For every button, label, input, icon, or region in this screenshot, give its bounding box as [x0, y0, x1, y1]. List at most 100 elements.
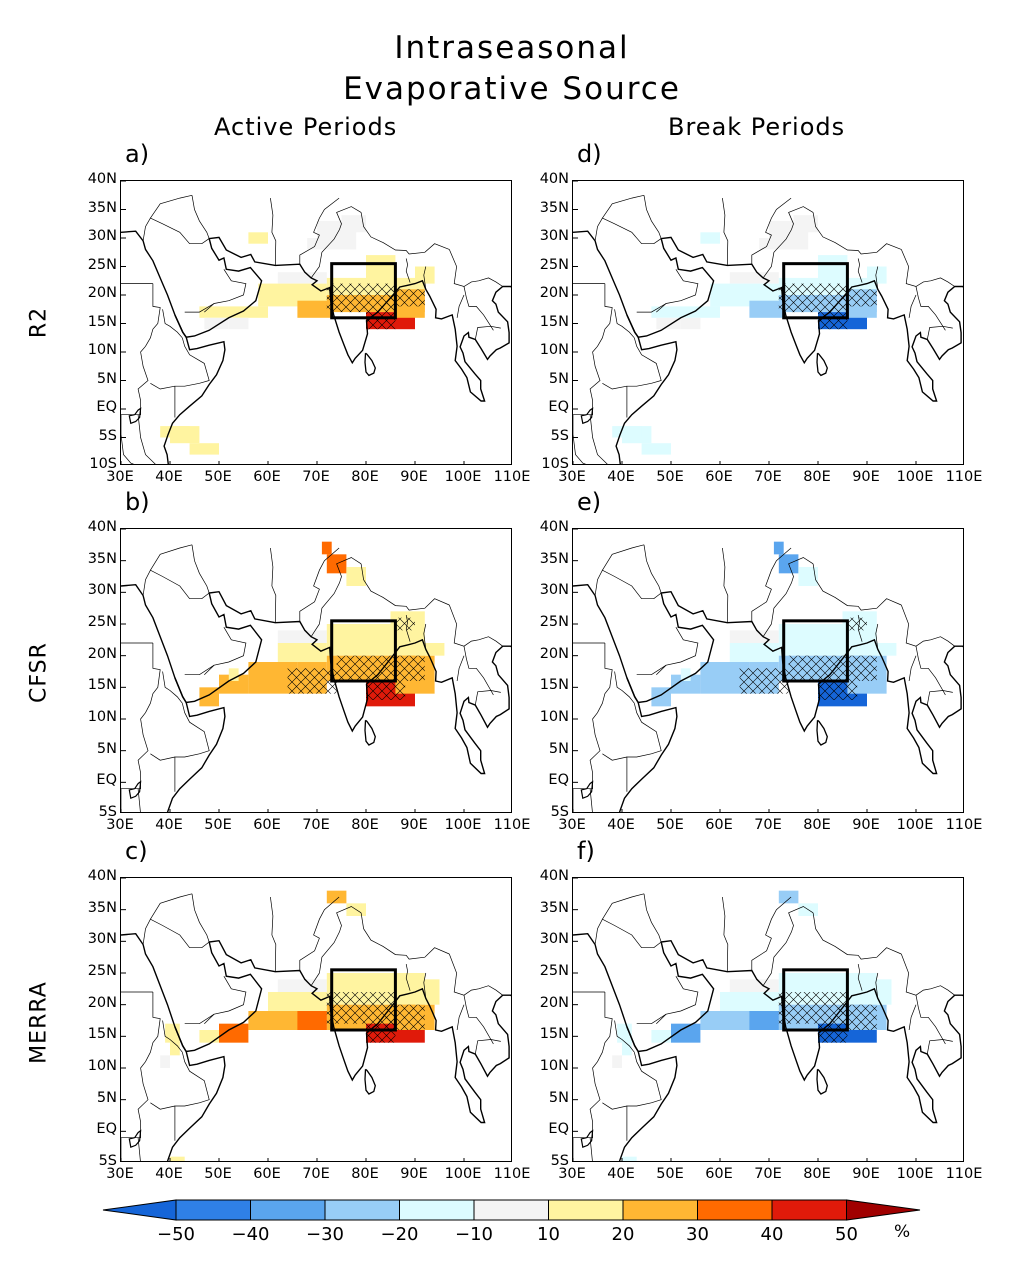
- coastline: [121, 932, 511, 1124]
- anomaly-cell: [867, 266, 887, 284]
- country-border: [310, 557, 362, 637]
- country-border: [150, 1102, 175, 1110]
- country-border: [812, 912, 902, 960]
- x-tick-label: 50E: [656, 817, 684, 833]
- country-border: [142, 918, 210, 949]
- country-border: [908, 655, 917, 682]
- y-tick-label: EQ: [548, 399, 569, 415]
- region-box: [330, 968, 397, 1032]
- country-border: [602, 893, 645, 920]
- country-border: [299, 896, 340, 971]
- country-border: [573, 992, 613, 1139]
- y-tick-label: 35N: [87, 899, 117, 916]
- y-tick-label: 35N: [539, 899, 569, 916]
- country-border: [474, 1039, 501, 1055]
- anomaly-cell: [366, 255, 396, 284]
- x-tick-label: 60E: [705, 817, 733, 833]
- country-border: [751, 197, 792, 265]
- x-tick-label: 70E: [302, 469, 330, 485]
- y-tick-label: 40N: [539, 868, 569, 884]
- colorbar: [102, 1199, 921, 1221]
- coastline-sri-lanka: [816, 719, 828, 746]
- x-tick-label: 40E: [607, 469, 635, 485]
- lake-victoria: [128, 1129, 142, 1149]
- y-tick-label: EQ: [96, 772, 117, 789]
- coastline-africa: [618, 1026, 678, 1161]
- lake-victoria: [128, 407, 142, 425]
- anomaly-cell: [170, 1156, 185, 1161]
- anomaly-cell: [297, 300, 332, 318]
- x-tick-label: 110E: [945, 1166, 983, 1182]
- country-border: [812, 563, 902, 611]
- colorbar-segment: [175, 1199, 251, 1221]
- country-border: [614, 1020, 635, 1053]
- y-tick-label: 30N: [87, 582, 117, 599]
- significance-hatch: [847, 655, 877, 681]
- x-tick-label: 30E: [558, 817, 586, 833]
- map-svg-b: [121, 529, 511, 812]
- country-border: [589, 1137, 593, 1161]
- y-tick-label: 5S: [98, 804, 117, 820]
- country-border: [174, 337, 210, 418]
- country-border: [191, 195, 210, 239]
- x-tick-label: 30E: [106, 1166, 134, 1182]
- country-border: [405, 964, 411, 991]
- significance-hatch: [837, 1004, 877, 1030]
- country-border: [184, 303, 215, 313]
- anomaly-cell: [228, 668, 239, 681]
- x-tick-label: 100E: [444, 469, 482, 485]
- coastline-africa: [618, 677, 678, 812]
- anomaly-cell: [867, 643, 897, 656]
- y-tick-label: 30N: [87, 228, 117, 244]
- region-box: [782, 968, 849, 1032]
- x-tick-label: 90E: [852, 1166, 880, 1182]
- anomaly-cell: [612, 1055, 622, 1068]
- x-tick-label: 90E: [852, 817, 880, 833]
- y-tick-label: 30N: [539, 582, 569, 599]
- y-tick-label: 35N: [87, 199, 117, 216]
- country-border: [184, 1013, 215, 1025]
- map-panel-c: [120, 877, 512, 1162]
- anomaly-cell: [248, 232, 268, 244]
- y-tick-label: 20N: [87, 285, 117, 301]
- country-border: [636, 303, 667, 313]
- country-border: [162, 671, 183, 704]
- significance-hatch: [395, 655, 425, 681]
- y-tick-label: 5S: [550, 427, 569, 444]
- panel-label-b: b): [125, 488, 150, 516]
- region-box: [782, 262, 849, 320]
- country-border: [174, 1052, 210, 1141]
- country-border: [915, 995, 946, 1045]
- country-border: [474, 325, 501, 340]
- country-border: [142, 217, 210, 245]
- x-tick-label: 110E: [493, 1166, 531, 1182]
- map-svg-f: [573, 878, 963, 1161]
- country-border: [142, 569, 210, 600]
- x-tick-label: 90E: [400, 817, 428, 833]
- anomaly-cell: [160, 1055, 170, 1068]
- country-border: [594, 217, 662, 245]
- coastline: [573, 583, 963, 775]
- country-border: [900, 953, 955, 996]
- y-tick-label: 35N: [539, 550, 569, 567]
- y-tick-label: 10N: [539, 1058, 569, 1074]
- y-tick-label: 5N: [96, 740, 117, 757]
- panel-label-d: d): [577, 140, 602, 168]
- y-tick-label: 20N: [87, 645, 117, 662]
- colorbar-segment: [622, 1199, 698, 1221]
- y-tick-label: 30N: [87, 931, 117, 948]
- country-border: [174, 703, 210, 792]
- map-svg-c: [121, 878, 511, 1161]
- y-tick-label: 5N: [548, 370, 569, 387]
- country-border: [463, 646, 494, 696]
- x-tick-label: 90E: [400, 469, 428, 485]
- x-tick-label: 80E: [351, 817, 379, 833]
- colorbar-segment: [697, 1199, 773, 1221]
- map-svg-d: [573, 181, 963, 464]
- significance-hatch: [366, 312, 396, 330]
- country-border: [762, 206, 814, 279]
- coastline-sri-lanka: [816, 1068, 828, 1095]
- colorbar-tick-label: −40: [231, 1224, 270, 1245]
- anomaly-cell: [277, 630, 327, 643]
- y-tick-label: 25N: [539, 963, 569, 979]
